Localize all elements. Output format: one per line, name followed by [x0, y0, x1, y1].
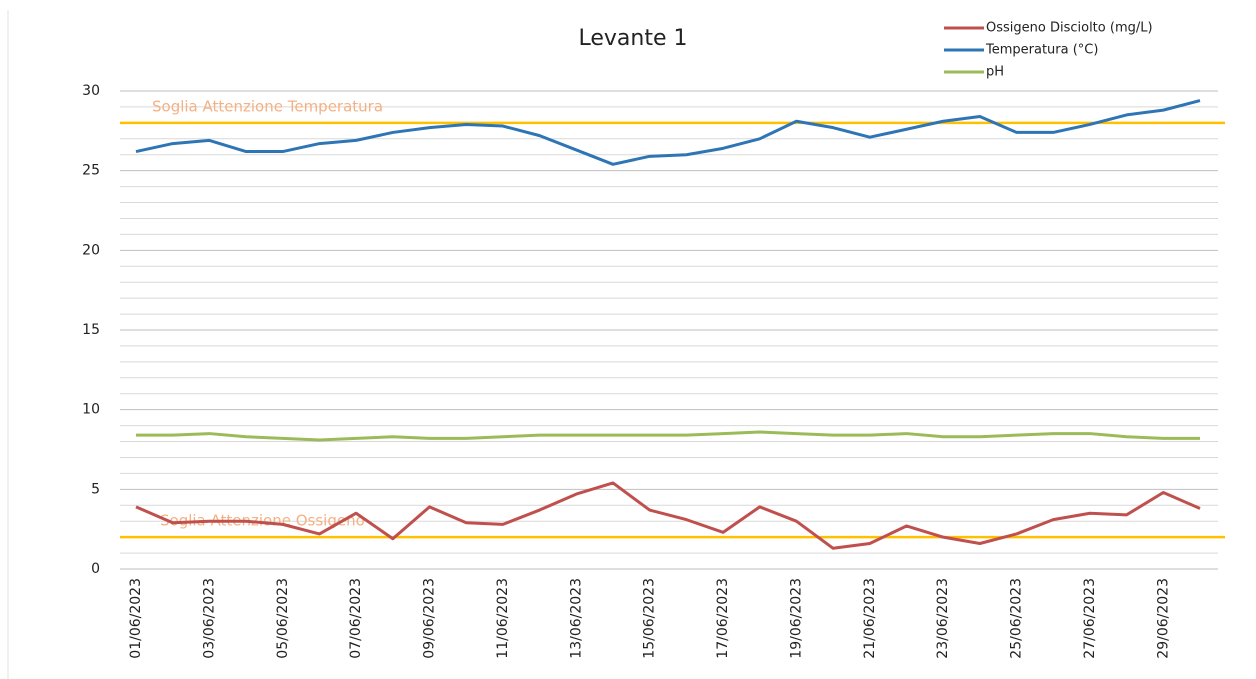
y-tick-label: 10: [82, 402, 100, 418]
x-tick-label: 03/06/2023: [201, 578, 217, 659]
x-tick-label: 09/06/2023: [422, 578, 438, 659]
x-tick-label: 27/06/2023: [1082, 578, 1098, 659]
x-tick-label: 01/06/2023: [128, 578, 144, 659]
x-tick-label: 23/06/2023: [935, 578, 951, 659]
y-tick-label: 30: [82, 83, 100, 99]
y-tick-label: 20: [82, 242, 100, 258]
x-tick-label: 17/06/2023: [715, 578, 731, 659]
x-tick-label: 29/06/2023: [1155, 578, 1171, 659]
x-tick-label: 25/06/2023: [1009, 578, 1025, 659]
legend-label: Ossigeno Disciolto (mg/L): [986, 21, 1153, 36]
threshold-label: Soglia Attenzione Temperatura: [152, 97, 383, 115]
y-tick-label: 15: [82, 322, 100, 338]
y-tick-label: 25: [82, 163, 100, 179]
x-tick-label: 05/06/2023: [275, 578, 291, 659]
series-line: [135, 99, 1201, 166]
legend-label: Temperatura (°C): [985, 43, 1098, 58]
x-tick-label: 07/06/2023: [348, 578, 364, 659]
chart-title: Levante 1: [578, 26, 687, 51]
x-tick-label: 13/06/2023: [568, 578, 584, 659]
y-tick-label: 5: [91, 481, 100, 497]
legend-label: pH: [986, 65, 1004, 80]
series-line: [135, 481, 1201, 550]
series-line: [136, 430, 1200, 442]
y-tick-label: 0: [91, 561, 100, 577]
x-tick-label: 15/06/2023: [642, 578, 658, 659]
threshold-label: Soglia Attenzione Ossigeno: [160, 512, 365, 530]
x-tick-label: 19/06/2023: [788, 578, 804, 659]
x-tick-label: 21/06/2023: [862, 578, 878, 659]
x-tick-label: 11/06/2023: [495, 578, 511, 659]
